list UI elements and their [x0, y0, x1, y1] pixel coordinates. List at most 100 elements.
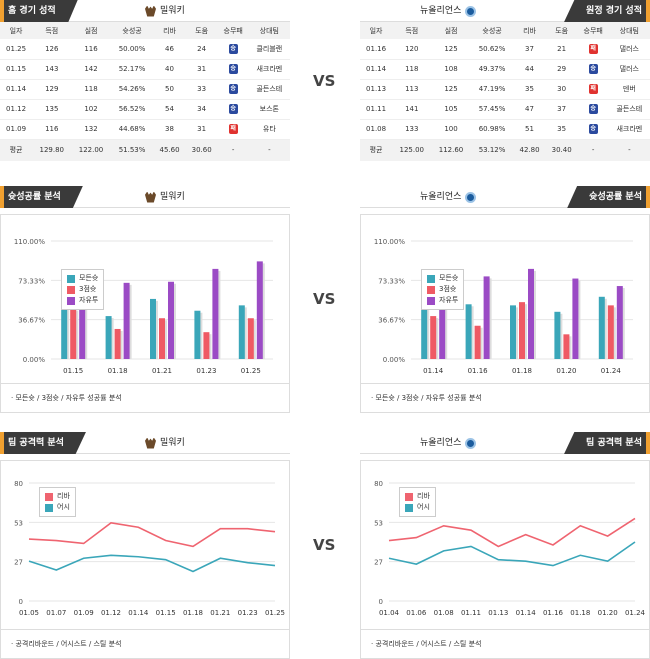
x-tick-label: 01.18 — [570, 609, 590, 617]
result-badge: 승 — [229, 104, 238, 114]
x-tick-label: 01.14 — [516, 609, 537, 617]
table-cell: - — [578, 139, 609, 161]
table-cell: 35 — [546, 119, 578, 139]
bar-자유투 — [168, 282, 174, 359]
legend-swatch — [427, 297, 435, 305]
table-cell: 51 — [513, 119, 545, 139]
shot-analysis-tab[interactable]: 슛성공률 분석 — [567, 186, 650, 208]
column-header: 실점 — [71, 22, 110, 39]
away-record-tab[interactable]: 원정 경기 성적 — [564, 0, 650, 22]
away-team-label: 뉴올리언스 — [420, 186, 476, 208]
bar-3점슛 — [475, 326, 481, 359]
table-cell: 33 — [186, 79, 218, 99]
table-cell: 골든스테 — [609, 99, 650, 119]
table-cell: 35 — [513, 79, 545, 99]
x-tick-label: 01.06 — [406, 609, 427, 617]
x-tick-label: 01.15 — [156, 609, 176, 617]
vs-label: VS — [313, 536, 335, 554]
table-cell: 클리블랜 — [249, 39, 290, 59]
x-tick-label: 01.18 — [183, 609, 203, 617]
table-cell: 44 — [513, 59, 545, 79]
vs-label: VS — [313, 72, 335, 90]
table-cell: 54.26% — [111, 79, 154, 99]
bar-자유투 — [484, 276, 490, 359]
table-cell: 132 — [71, 119, 110, 139]
table-cell: 56.52% — [111, 99, 154, 119]
table-cell: 01.14 — [0, 79, 32, 99]
result-badge: 패 — [229, 124, 238, 134]
result-cell: 승 — [218, 59, 249, 79]
table-cell: 44.68% — [111, 119, 154, 139]
table-cell: 50 — [153, 79, 185, 99]
table-cell: 평균 — [0, 139, 32, 161]
result-cell: 패 — [578, 79, 609, 99]
table-cell: 01.14 — [360, 59, 392, 79]
table-cell: 112.60 — [431, 139, 470, 161]
table-cell: 47 — [513, 99, 545, 119]
table-cell: 40 — [153, 59, 185, 79]
pelicans-logo — [465, 6, 476, 17]
chart-legend: 리바 어시 — [399, 487, 436, 517]
chart-legend: 모든슛 3점슛 자유투 — [421, 269, 464, 310]
table-cell: 01.11 — [360, 99, 392, 119]
legend-swatch — [427, 275, 435, 283]
result-cell: 승 — [578, 99, 609, 119]
bar-모든슛 — [599, 297, 605, 359]
column-header: 일자 — [360, 22, 392, 39]
shot-analysis-tab[interactable]: 슛성공률 분석 — [0, 186, 83, 208]
table-cell: 116 — [32, 119, 71, 139]
bar-3점슛 — [159, 318, 165, 359]
pelicans-logo — [465, 438, 476, 449]
table-cell: 31 — [186, 59, 218, 79]
table-cell: 60.98% — [471, 119, 514, 139]
table-cell: 37 — [513, 39, 545, 59]
table-cell: 54 — [153, 99, 185, 119]
bar-모든슛 — [239, 305, 245, 359]
x-tick-label: 01.11 — [461, 609, 481, 617]
x-tick-label: 01.18 — [108, 367, 128, 375]
x-tick-label: 01.14 — [423, 367, 444, 375]
table-cell: 53.12% — [471, 139, 514, 161]
table-cell: 116 — [71, 39, 110, 59]
table-cell: 122.00 — [71, 139, 110, 161]
table-cell: 새크라멘 — [609, 119, 650, 139]
attack-analysis-tab[interactable]: 팀 공격력 분석 — [0, 432, 86, 454]
column-header: 도움 — [186, 22, 218, 39]
column-header: 승무패 — [218, 22, 249, 39]
result-badge: 승 — [589, 104, 598, 114]
y-tick-label: 0 — [379, 598, 383, 606]
table-cell: 120 — [392, 39, 431, 59]
home-record-tab[interactable]: 홈 경기 성적 — [0, 0, 78, 22]
y-tick-label: 53 — [14, 519, 23, 527]
table-cell: 102 — [71, 99, 110, 119]
attack-analysis-tab[interactable]: 팀 공격력 분석 — [564, 432, 650, 454]
table-cell: 30 — [546, 79, 578, 99]
table-cell: - — [609, 139, 650, 161]
table-cell: 01.12 — [0, 99, 32, 119]
result-badge: 승 — [229, 64, 238, 74]
result-cell: 승 — [218, 79, 249, 99]
y-tick-label: 80 — [14, 480, 23, 488]
bar-모든슛 — [61, 303, 67, 359]
table-cell: 135 — [32, 99, 71, 119]
table-cell: 31 — [186, 119, 218, 139]
y-tick-label: 36.67% — [18, 317, 45, 325]
x-tick-label: 01.24 — [625, 609, 646, 617]
table-cell: 45.60 — [153, 139, 185, 161]
table-cell: 50.62% — [471, 39, 514, 59]
bucks-logo — [145, 6, 156, 17]
legend-swatch — [45, 504, 53, 512]
legend-swatch — [405, 504, 413, 512]
table-cell: 평균 — [360, 139, 392, 161]
table-cell: 125 — [431, 39, 470, 59]
table-cell: 새크라멘 — [249, 59, 290, 79]
legend-swatch — [45, 493, 53, 501]
